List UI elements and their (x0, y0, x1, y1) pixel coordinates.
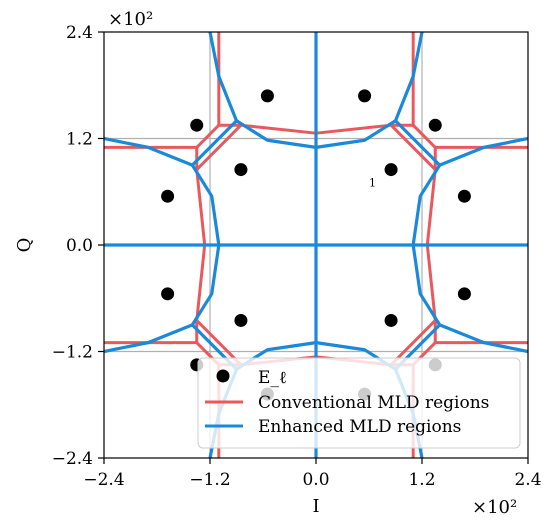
constellation-point-8 (161, 287, 175, 301)
axis-ticks: −2.4 −1.2 0.0 1.2 2.4 −2.4 −1.2 0.0 1.2 2.4 (52, 23, 542, 490)
series-1-boundary-10 (195, 318, 243, 367)
series-2-boundary-5 (393, 119, 442, 167)
constellation-point-6 (161, 189, 175, 203)
series-2-boundary-4 (190, 119, 239, 167)
x-axis-label: I (312, 496, 319, 517)
constellation-point-2 (190, 118, 204, 132)
y-tick-label-0: −2.4 (52, 449, 93, 469)
legend-label-points: E_ℓ (258, 368, 287, 388)
x-multiplier-label: ×10² (472, 497, 517, 518)
x-tick-label-2: 0.0 (302, 470, 329, 490)
y-axis-label: Q (14, 238, 35, 253)
y-tick-label-1: −1.2 (52, 343, 93, 363)
y-tick-label-4: 2.4 (66, 23, 93, 43)
series-1-boundary-11 (389, 318, 437, 367)
x-tick-label-1: −1.2 (189, 470, 230, 490)
legend: E_ℓ Conventional MLD regions Enhanced ML… (197, 357, 521, 449)
legend-box (197, 357, 521, 449)
y-multiplier-label: ×10² (108, 9, 153, 30)
series-1-boundary-4 (195, 123, 221, 149)
constellation-point-4 (234, 163, 248, 177)
x-tick-label-4: 2.4 (514, 470, 541, 490)
constellation-point-1 (358, 89, 372, 103)
annotations: 1 (369, 176, 376, 189)
constellation-point-3 (428, 118, 442, 132)
legend-label-enhanced: Enhanced MLD regions (258, 417, 461, 437)
series-1-boundary-8 (195, 123, 243, 172)
y-tick-label-2: 0.0 (66, 236, 93, 256)
constellation-point-10 (234, 313, 248, 327)
constellation-point-0 (260, 89, 274, 103)
y-tick-label-3: 1.2 (66, 130, 93, 150)
x-tick-label-3: 1.2 (408, 470, 435, 490)
legend-label-conventional: Conventional MLD regions (258, 393, 489, 413)
constellation-point-5 (384, 163, 398, 177)
legend-marker-points (216, 369, 230, 383)
series-1-boundary-5 (411, 123, 437, 149)
x-tick-label-0: −2.4 (83, 470, 124, 490)
series-1-boundary-9 (389, 123, 437, 172)
constellation-point-9 (457, 287, 471, 301)
annotation-0: 1 (369, 176, 376, 189)
constellation-point-7 (457, 189, 471, 203)
constellation-point-11 (384, 313, 398, 327)
